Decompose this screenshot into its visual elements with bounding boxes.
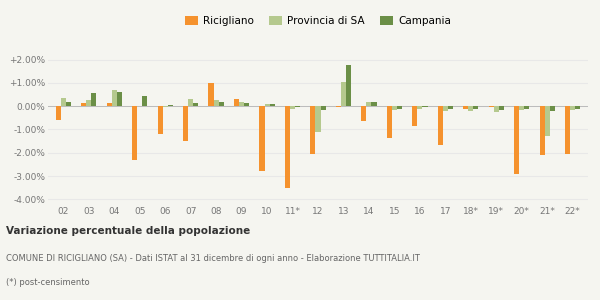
Bar	[208, 83, 214, 106]
Bar	[336, 106, 341, 107]
Bar	[371, 102, 377, 106]
Bar	[142, 96, 148, 106]
Legend: Ricigliano, Provincia di SA, Campania: Ricigliano, Provincia di SA, Campania	[181, 12, 455, 30]
Bar	[519, 106, 524, 110]
Bar	[188, 99, 193, 106]
Bar	[259, 106, 265, 171]
Bar	[412, 106, 418, 126]
Bar	[499, 106, 504, 110]
Bar	[575, 106, 580, 109]
Bar	[488, 106, 494, 107]
Bar	[524, 106, 529, 109]
Bar	[463, 106, 468, 109]
Bar	[91, 93, 97, 106]
Bar	[392, 106, 397, 110]
Bar	[81, 103, 86, 106]
Bar	[310, 106, 316, 154]
Bar	[112, 90, 117, 106]
Bar	[132, 106, 137, 160]
Bar	[214, 100, 218, 106]
Bar	[218, 102, 224, 106]
Bar	[570, 106, 575, 110]
Bar	[66, 102, 71, 106]
Bar	[244, 103, 249, 106]
Bar	[448, 106, 453, 109]
Bar	[422, 106, 428, 107]
Bar	[494, 106, 499, 112]
Text: COMUNE DI RICIGLIANO (SA) - Dati ISTAT al 31 dicembre di ogni anno - Elaborazion: COMUNE DI RICIGLIANO (SA) - Dati ISTAT a…	[6, 254, 420, 263]
Bar	[193, 103, 198, 106]
Bar	[285, 106, 290, 188]
Bar	[183, 106, 188, 141]
Bar	[86, 100, 91, 106]
Bar	[367, 102, 371, 106]
Bar	[565, 106, 570, 154]
Bar	[468, 106, 473, 111]
Bar	[539, 106, 545, 155]
Bar	[341, 82, 346, 106]
Text: Variazione percentuale della popolazione: Variazione percentuale della popolazione	[6, 226, 250, 236]
Bar	[514, 106, 519, 174]
Bar	[320, 106, 326, 110]
Bar	[56, 106, 61, 120]
Bar	[265, 104, 269, 106]
Bar	[290, 106, 295, 109]
Bar	[61, 98, 66, 106]
Bar	[346, 65, 351, 106]
Bar	[168, 105, 173, 106]
Bar	[239, 102, 244, 106]
Bar	[418, 106, 422, 109]
Bar	[158, 106, 163, 134]
Bar	[473, 106, 478, 109]
Text: (*) post-censimento: (*) post-censimento	[6, 278, 89, 287]
Bar	[269, 104, 275, 106]
Bar	[545, 106, 550, 136]
Bar	[163, 106, 168, 107]
Bar	[234, 99, 239, 106]
Bar	[387, 106, 392, 138]
Bar	[438, 106, 443, 145]
Bar	[316, 106, 320, 132]
Bar	[117, 92, 122, 106]
Bar	[550, 106, 555, 111]
Bar	[443, 106, 448, 111]
Bar	[295, 106, 300, 107]
Bar	[361, 106, 367, 121]
Bar	[107, 103, 112, 106]
Bar	[397, 106, 402, 109]
